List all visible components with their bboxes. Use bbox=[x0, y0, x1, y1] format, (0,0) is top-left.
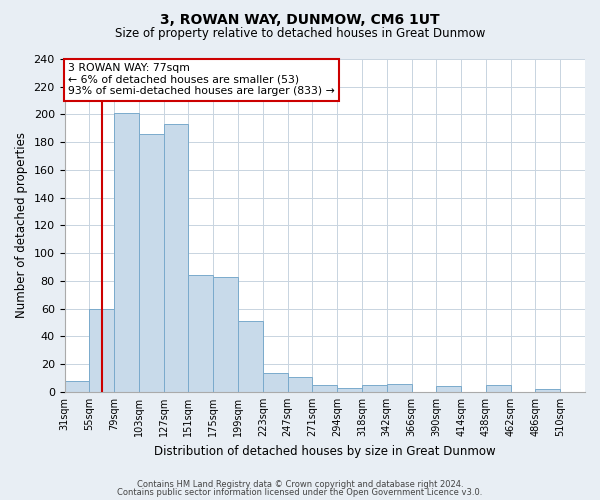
Bar bbox=[139, 134, 164, 392]
Bar bbox=[535, 389, 560, 392]
Text: Contains public sector information licensed under the Open Government Licence v3: Contains public sector information licen… bbox=[118, 488, 482, 497]
Text: Size of property relative to detached houses in Great Dunmow: Size of property relative to detached ho… bbox=[115, 28, 485, 40]
Bar bbox=[65, 381, 89, 392]
Bar bbox=[362, 385, 387, 392]
Y-axis label: Number of detached properties: Number of detached properties bbox=[15, 132, 28, 318]
Bar bbox=[263, 372, 287, 392]
X-axis label: Distribution of detached houses by size in Great Dunmow: Distribution of detached houses by size … bbox=[154, 444, 496, 458]
Bar bbox=[188, 276, 213, 392]
Text: 3, ROWAN WAY, DUNMOW, CM6 1UT: 3, ROWAN WAY, DUNMOW, CM6 1UT bbox=[160, 12, 440, 26]
Bar bbox=[436, 386, 461, 392]
Bar bbox=[213, 277, 238, 392]
Bar bbox=[387, 384, 412, 392]
Bar bbox=[114, 113, 139, 392]
Bar bbox=[287, 376, 313, 392]
Bar bbox=[486, 385, 511, 392]
Text: 3 ROWAN WAY: 77sqm
← 6% of detached houses are smaller (53)
93% of semi-detached: 3 ROWAN WAY: 77sqm ← 6% of detached hous… bbox=[68, 63, 335, 96]
Bar bbox=[313, 385, 337, 392]
Bar bbox=[337, 388, 362, 392]
Bar bbox=[89, 308, 114, 392]
Bar bbox=[238, 321, 263, 392]
Text: Contains HM Land Registry data © Crown copyright and database right 2024.: Contains HM Land Registry data © Crown c… bbox=[137, 480, 463, 489]
Bar bbox=[164, 124, 188, 392]
